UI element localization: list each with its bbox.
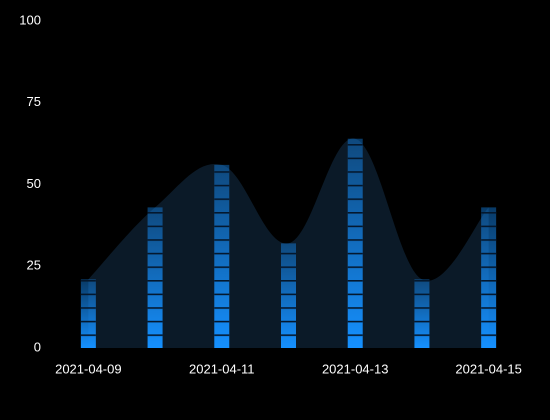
y-tick-label: 75 (27, 94, 41, 109)
y-tick-label: 50 (27, 176, 41, 191)
y-tick-label: 100 (19, 12, 41, 27)
y-tick-label: 0 (34, 339, 41, 354)
bar-segments (80, 279, 96, 348)
x-tick-label: 2021-04-11 (189, 361, 255, 376)
bar-segments (214, 164, 230, 348)
area (88, 138, 489, 348)
x-tick-label: 2021-04-09 (55, 361, 122, 376)
bar-segments (481, 207, 497, 348)
bar-segments (414, 279, 430, 348)
y-tick-label: 25 (27, 258, 41, 273)
x-tick-label: 2021-04-15 (455, 361, 522, 376)
x-tick-label: 2021-04-13 (322, 361, 389, 376)
bar-segments (347, 138, 363, 348)
bar-segments (147, 207, 163, 348)
bar-segments (281, 243, 296, 348)
